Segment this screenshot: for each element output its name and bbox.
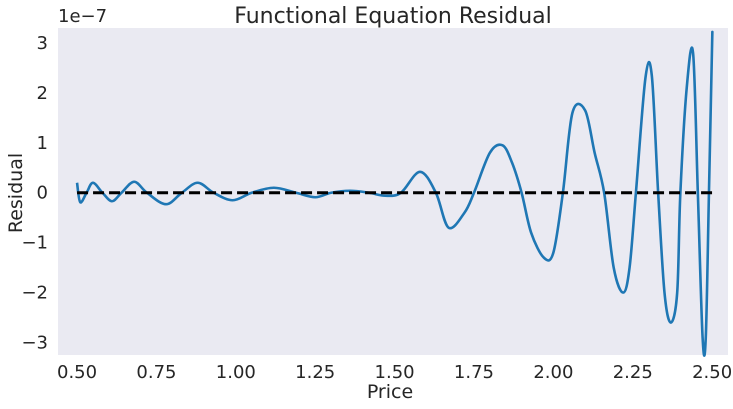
plot-area-background [58,28,728,355]
y-tick-label: 1 [37,133,48,154]
x-tick-labels: 0.50 0.75 1.00 1.25 1.50 1.75 2.00 2.25 2.50 [57,362,732,383]
x-tick-label: 1.25 [295,362,335,383]
x-tick-label: 1.50 [375,362,415,383]
x-tick-label: 1.00 [216,362,256,383]
x-tick-label: 2.00 [533,362,573,383]
y-tick-label: −1 [21,233,48,254]
y-tick-label: 2 [37,83,48,104]
y-tick-label: −2 [21,283,48,304]
x-tick-label: 1.75 [454,362,494,383]
y-tick-labels: −3 −2 −1 0 1 2 3 [21,33,48,354]
y-tick-label: −3 [21,333,48,354]
x-tick-label: 2.25 [613,362,653,383]
residual-line [75,30,714,357]
y-tick-label: 3 [37,33,48,54]
x-tick-label: 0.75 [136,362,176,383]
y-offset-text: 1e−7 [58,6,107,27]
x-tick-label: 2.50 [692,362,732,383]
x-tick-label: 0.50 [57,362,97,383]
chart-title: Functional Equation Residual [234,4,552,29]
x-axis-label: Price [367,381,413,403]
series-group [75,30,714,357]
y-axis-label: Residual [5,153,27,233]
y-tick-label: 0 [37,183,48,204]
